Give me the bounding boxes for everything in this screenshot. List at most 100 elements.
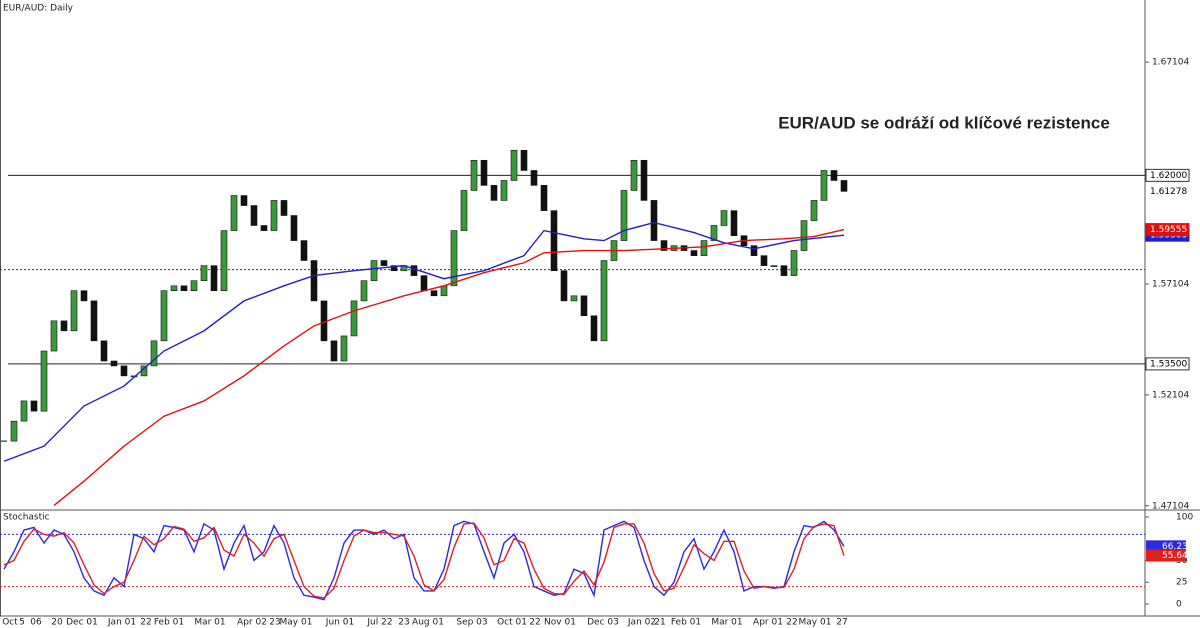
value-tag-label: 55.64 xyxy=(1162,551,1188,561)
candle xyxy=(470,159,478,191)
candle xyxy=(40,350,48,412)
y-tick-label: 0 xyxy=(1176,599,1182,609)
candle xyxy=(410,265,418,276)
candle xyxy=(800,220,808,251)
x-tick-label: Jul 22 xyxy=(366,618,392,628)
price-tag xyxy=(1145,168,1190,182)
candle xyxy=(240,195,248,206)
candle xyxy=(80,290,88,302)
x-tick-label: Oct 01 xyxy=(497,618,527,628)
x-tick-label: Jan 02 xyxy=(627,618,656,628)
candle xyxy=(330,340,338,362)
x-tick-label: Sep 03 xyxy=(456,618,487,628)
candle xyxy=(180,285,188,291)
x-tick-label: 06 xyxy=(30,618,42,628)
candle xyxy=(500,180,508,201)
candle xyxy=(780,265,788,276)
series-line xyxy=(3,522,845,599)
y-tick-label: 25 xyxy=(1176,578,1187,588)
candle xyxy=(60,320,68,332)
candle xyxy=(510,149,518,181)
price-tag-label: 1.62000 xyxy=(1150,171,1187,181)
candle xyxy=(100,340,108,362)
candle xyxy=(110,360,118,367)
candle xyxy=(540,185,548,211)
x-tick-label: 20 xyxy=(51,618,63,628)
candle xyxy=(290,215,298,241)
candle xyxy=(20,400,28,422)
candle xyxy=(90,300,98,342)
candle xyxy=(70,290,78,332)
x-tick-label: 23 xyxy=(269,618,280,628)
candle xyxy=(350,300,358,337)
candle xyxy=(810,200,818,221)
candle xyxy=(440,285,448,297)
chart-title: EUR/AUD: Daily xyxy=(3,4,74,14)
candle xyxy=(660,240,668,251)
x-tick-label: Jun 01 xyxy=(325,618,354,628)
candle xyxy=(710,225,718,241)
x-tick-label: Dec 03 xyxy=(587,618,619,628)
candle xyxy=(790,250,798,276)
candle xyxy=(590,315,598,342)
candle xyxy=(50,320,58,352)
price-tag-label: 1.61278 xyxy=(1150,187,1187,197)
candle xyxy=(310,260,318,302)
annotation: EUR/AUD se odráží od klíčové rezistence xyxy=(778,113,1110,132)
y-tick-label: 1.52104 xyxy=(1152,390,1189,400)
candle xyxy=(430,290,438,297)
candle xyxy=(530,170,538,186)
candle xyxy=(230,195,238,231)
candle xyxy=(720,210,728,226)
candle xyxy=(580,295,588,317)
x-tick-label: Mar 01 xyxy=(711,618,742,628)
value-tag xyxy=(1146,549,1186,562)
x-tick-label: 27 xyxy=(836,618,847,628)
series-line xyxy=(53,228,845,506)
candle xyxy=(620,190,628,241)
x-tick-label: May 01 xyxy=(280,618,313,628)
candle xyxy=(210,265,218,291)
price-tag-label: 1.59555 xyxy=(1150,225,1187,235)
candle xyxy=(560,270,568,302)
candle xyxy=(360,280,368,302)
candle xyxy=(760,255,768,266)
x-tick-label: Mar 01 xyxy=(194,618,225,628)
x-tick-label: Oct xyxy=(2,618,18,628)
candle xyxy=(270,200,278,231)
candle xyxy=(340,335,348,362)
x-tick-label: Nov 01 xyxy=(544,618,576,628)
candle xyxy=(550,210,558,272)
y-tick-label: 1.67104 xyxy=(1152,58,1189,68)
candle xyxy=(170,285,178,291)
candle xyxy=(450,230,458,287)
candle xyxy=(640,159,648,201)
candle xyxy=(120,365,128,377)
candle xyxy=(220,230,228,291)
candle xyxy=(370,260,378,282)
x-tick-label: Jan 01 xyxy=(107,618,136,628)
candle xyxy=(460,190,468,231)
x-tick-label: 5 xyxy=(19,618,25,628)
series-line xyxy=(3,520,845,601)
candle xyxy=(480,159,488,186)
candle xyxy=(700,240,708,256)
x-tick-label: Apr 01 xyxy=(753,618,783,628)
candle xyxy=(300,240,308,261)
candle xyxy=(520,149,528,171)
candle xyxy=(190,280,198,291)
candle xyxy=(250,205,258,226)
candle xyxy=(630,159,638,191)
price-tag xyxy=(1145,357,1190,371)
candle xyxy=(280,200,288,216)
candle xyxy=(750,245,758,256)
candle xyxy=(30,400,38,412)
candle xyxy=(200,265,208,282)
y-tick-label: 100 xyxy=(1176,512,1193,522)
candle xyxy=(570,295,578,302)
x-tick-label: 22 xyxy=(140,618,151,628)
x-tick-label: Dec 01 xyxy=(66,618,98,628)
x-tick-label: Feb 01 xyxy=(154,618,184,628)
